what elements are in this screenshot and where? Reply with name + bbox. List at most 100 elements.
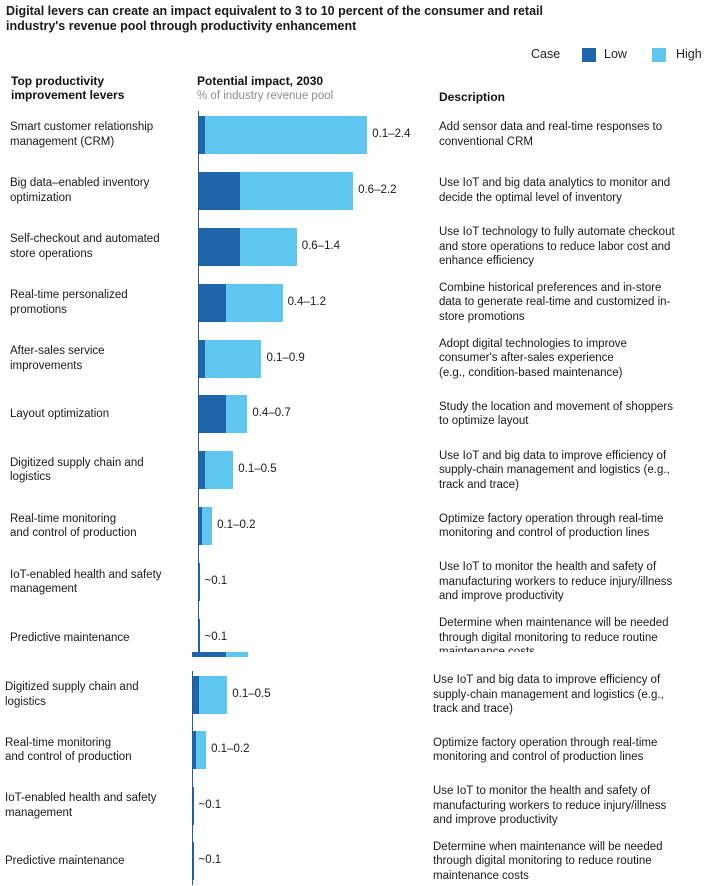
data-label: 0.1–0.5 <box>238 463 277 476</box>
legend-low-label: Low <box>604 47 627 61</box>
data-label: 0.6–1.4 <box>301 239 341 252</box>
bar-low <box>192 731 196 770</box>
lever-label: IoT-enabled health and safety <box>5 792 157 805</box>
description-text: Use IoT and big data to improve efficien… <box>439 449 667 462</box>
description-text: Use IoT to monitor the health and safety… <box>439 561 657 574</box>
bar-axis-line <box>198 111 199 662</box>
description-text: Use IoT and big data analytics to monito… <box>439 177 671 190</box>
bar-low <box>198 115 206 154</box>
bar-low <box>198 227 241 266</box>
description-text: and improve productivity <box>439 590 564 603</box>
legend-high-swatch <box>652 48 666 62</box>
description-text: Use IoT and big data to improve efficien… <box>433 674 661 686</box>
data-label: ~0.1 <box>198 798 222 811</box>
description-text: and improve productivity <box>433 814 558 826</box>
description-text: manufacturing workers to reduce injury/i… <box>433 799 667 812</box>
description-text: track and trace) <box>433 703 513 715</box>
lever-label: Real-time monitoring <box>5 736 112 749</box>
description-text: Combine historical preferences and in-st… <box>439 281 662 294</box>
data-label: 0.4–1.2 <box>287 295 326 308</box>
description-text: supply-chain management and logistics (e… <box>439 464 670 477</box>
data-label: 0.1–0.9 <box>266 351 305 364</box>
lever-label: Real-time monitoring <box>10 512 117 525</box>
data-label: 0.6–2.2 <box>358 183 397 196</box>
description-text: manufacturing workers to reduce injury/i… <box>439 575 673 588</box>
lever-label: After-sales service <box>10 345 105 358</box>
lever-label: management <box>10 583 78 596</box>
data-label: 0.4–0.7 <box>252 407 291 420</box>
lever-label: management <box>5 806 73 819</box>
chart-title: Digital levers can create an impact equi… <box>6 4 543 33</box>
lever-label: Real-time personalized <box>10 289 128 302</box>
lever-label: Big data–enabled inventory <box>10 177 150 190</box>
lever-label: Predictive maintenance <box>5 855 125 867</box>
bar-low <box>198 283 227 322</box>
data-label: ~0.1 <box>204 575 228 588</box>
seam-bar-high <box>226 652 248 657</box>
bar-high <box>192 731 207 770</box>
description-text: Determine when maintenance will be neede… <box>433 840 663 853</box>
lever-label: Smart customer relationship <box>10 121 154 134</box>
data-label: ~0.1 <box>198 854 222 867</box>
description-text: store promotions <box>439 310 525 323</box>
description-text: (e.g., condition-based maintenance) <box>439 366 623 379</box>
lever-label: Self-checkout and automated <box>10 233 160 246</box>
levers-header: Top productivity improvement levers <box>11 74 125 102</box>
description-text: through digital monitoring to reduce rou… <box>433 855 652 867</box>
legend-case-label: Case <box>531 47 561 61</box>
lever-label: Digitized supply chain and <box>5 681 139 694</box>
description-text: Determine when maintenance will be neede… <box>439 617 669 630</box>
description-text: maintenance costs <box>433 869 529 882</box>
lever-label: Layout optimization <box>10 408 110 421</box>
lever-label: management (CRM) <box>10 135 115 148</box>
description-text: track and trace) <box>439 478 519 491</box>
description-text: through digital monitoring to reduce rou… <box>439 631 658 644</box>
data-label: ~0.1 <box>204 631 228 644</box>
bar-high <box>198 339 262 378</box>
data-label: 0.1–0.5 <box>232 687 271 700</box>
description-text: Use IoT technology to fully automate che… <box>439 226 675 238</box>
description-text: Add sensor data and real-time responses … <box>439 121 663 134</box>
data-label: 0.1–2.4 <box>372 127 411 140</box>
lever-label: store operations <box>10 247 93 260</box>
description-text: Use IoT to monitor the health and safety… <box>433 785 651 797</box>
seam-bar-low <box>192 652 226 657</box>
bar-low <box>198 171 241 210</box>
lever-label: IoT-enabled health and safety <box>10 568 162 581</box>
description-text: consumer's after-sales experience <box>439 352 614 365</box>
lever-label: optimization <box>10 191 72 204</box>
description-text: Study the location and movement of shopp… <box>439 400 673 413</box>
bar-low <box>192 675 200 714</box>
description-text: conventional CRM <box>439 135 533 148</box>
description-text: decide the optimal level of inventory <box>439 191 622 204</box>
bar-axis-line <box>192 671 193 885</box>
description-text: supply-chain management and logistics (e… <box>433 688 664 701</box>
bar-high <box>198 507 213 546</box>
description-text: Optimize factory operation through real-… <box>433 736 658 749</box>
description-text: data to generate real-time and customize… <box>439 296 671 309</box>
lever-label: logistics <box>10 471 51 484</box>
description-text: Adopt digital technologies to improve <box>439 337 627 350</box>
bar-low <box>198 451 206 490</box>
section-seam <box>0 652 724 666</box>
data-label: 0.1–0.2 <box>217 519 256 532</box>
lever-label: and control of production <box>10 527 137 540</box>
description-text: to optimize layout <box>439 415 529 428</box>
description-text: Optimize factory operation through real-… <box>439 512 664 525</box>
lever-label: and control of production <box>5 751 132 764</box>
lever-label: Digitized supply chain and <box>10 456 144 469</box>
description-text: monitoring and control of production lin… <box>439 527 650 540</box>
description-text: and store operations to reduce labor cos… <box>439 240 671 253</box>
description-text: enhance efficiency <box>439 255 535 267</box>
lever-label: Predictive maintenance <box>10 631 130 644</box>
bar-high <box>198 115 368 154</box>
description-header: Description <box>439 90 506 104</box>
legend-low-swatch <box>582 48 596 62</box>
lever-label: improvements <box>10 359 83 372</box>
lever-label: logistics <box>5 695 46 708</box>
impact-subheader: % of industry revenue pool <box>197 90 334 102</box>
bar-low <box>198 507 202 546</box>
lever-label: promotions <box>10 303 67 316</box>
data-label: 0.1–0.2 <box>211 743 250 756</box>
bar-low <box>198 395 227 434</box>
